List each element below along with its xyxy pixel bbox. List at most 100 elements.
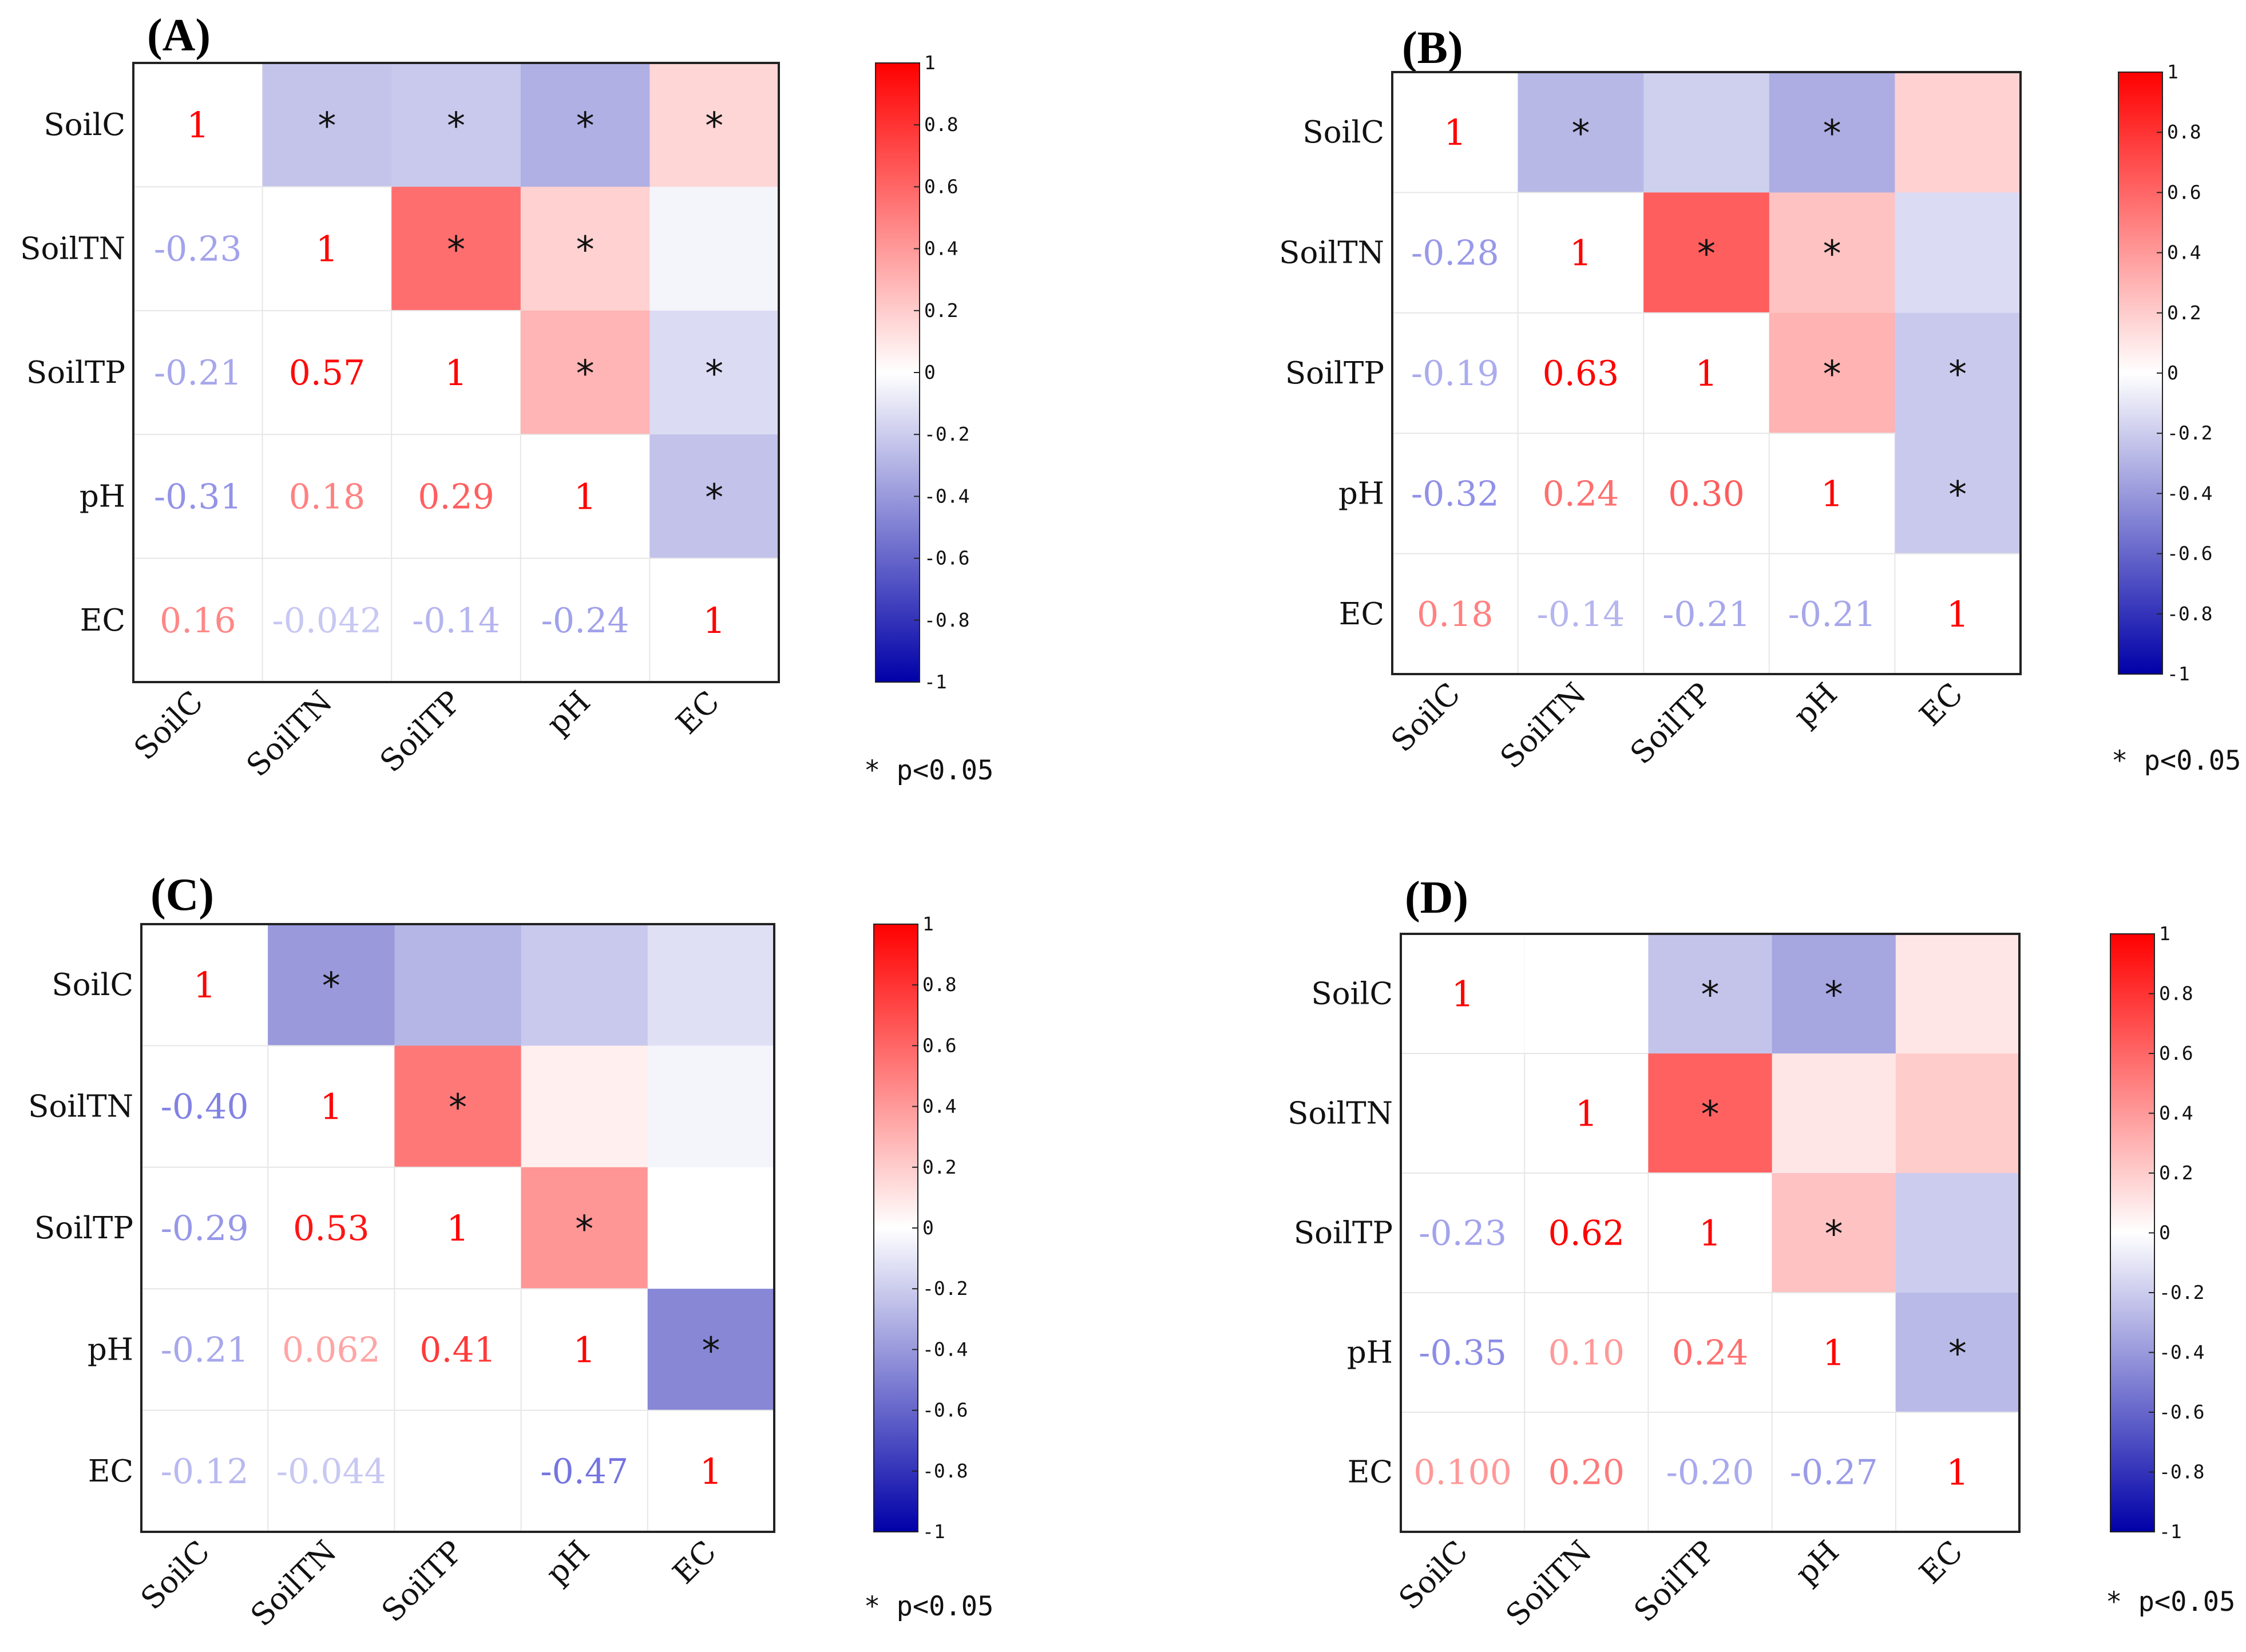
heatmap-frame (140, 923, 775, 1533)
correlation-value-label: -0.31 (154, 477, 242, 517)
correlation-value-label: -0.21 (1788, 595, 1876, 635)
colorbar-tick-label: -0.4 (2159, 1341, 2204, 1364)
heatmap-cell (647, 924, 775, 1046)
diagonal-value: 1 (1823, 1332, 1845, 1374)
heatmap-cell (520, 434, 651, 560)
colorbar-tick-label: -0.2 (2159, 1281, 2204, 1304)
column-label: SoilC (134, 1534, 217, 1617)
heatmap-cell (262, 434, 393, 560)
heatmap-cell (520, 1288, 649, 1412)
heatmap-cell (1771, 1292, 1897, 1413)
correlation-value-label: 0.10 (1548, 1333, 1625, 1373)
heatmap-cell (1392, 192, 1519, 314)
heatmap-frame (132, 62, 780, 683)
heatmap-cell (1769, 312, 1895, 434)
row-label: SoilTN (1288, 1096, 1393, 1131)
heatmap-cell (1895, 72, 2021, 193)
heatmap-cell (1895, 433, 2021, 554)
colorbar-tick-label: 0.2 (2159, 1162, 2193, 1184)
significance-star: * (445, 105, 468, 148)
diagonal-value: 1 (1451, 973, 1473, 1015)
colorbar-tick-label: 0.6 (2167, 181, 2201, 203)
significance-star: * (447, 1087, 469, 1130)
heatmap-cell (1517, 553, 1645, 675)
significance-star: * (1821, 354, 1843, 396)
correlation-value-label: 0.20 (1548, 1453, 1625, 1493)
heatmap-cell (133, 310, 264, 435)
heatmap-cell (1643, 192, 1770, 314)
diagonal-value: 1 (573, 1329, 595, 1370)
colorbar-tick-label: -1 (2167, 663, 2190, 685)
correlation-value-label: -0.21 (154, 353, 242, 393)
heatmap-panel-c: (C)****11-0.401-0.29 0.531-0.21 0.062 0.411… (28, 870, 993, 1633)
colorbar-tick-label: -0.2 (924, 423, 969, 445)
correlation-value-label: -0.47 (540, 1452, 628, 1492)
correlation-value-label: -0.042 (272, 601, 382, 641)
heatmap-cell (1392, 553, 1519, 675)
heatmap-cell (520, 1409, 649, 1533)
heatmap-cell (1771, 1412, 1897, 1533)
heatmap-cell (1769, 192, 1895, 314)
row-label: EC (1339, 597, 1384, 632)
significance-star: * (1947, 1333, 1969, 1376)
heatmap-cell (647, 1167, 775, 1289)
significance-star: * (1823, 1214, 1845, 1256)
significance-note: * p<0.05 (2112, 745, 2241, 777)
heatmap-cell (394, 1409, 522, 1533)
diagonal-value: 1 (1575, 1093, 1598, 1135)
correlation-value-label: -0.35 (1419, 1333, 1507, 1373)
row-label: SoilTN (20, 232, 125, 267)
correlation-value-label: -0.23 (154, 229, 242, 270)
heatmap-cell (1772, 1053, 1896, 1174)
heatmap-frame (1391, 71, 2022, 675)
correlation-value-label: 0.062 (282, 1330, 381, 1370)
heatmap-cell (647, 1409, 775, 1533)
heatmap-cell (1895, 192, 2021, 314)
column-label: SoilTN (240, 684, 339, 783)
heatmap-panel-a: (A)* * * ** ** **11-0.231-0.21 0.571-0.31 0.18 0… (20, 10, 993, 786)
diagonal-value: 1 (1821, 473, 1843, 514)
correlation-value-label: -0.28 (1411, 233, 1499, 274)
heatmap-cell (1400, 1172, 1526, 1294)
colorbar-tick-label: 0.8 (922, 973, 957, 996)
colorbar-tick-label: 0 (924, 361, 936, 383)
panel-label: (A) (147, 10, 211, 61)
correlation-value-label: -0.20 (1666, 1453, 1754, 1493)
correlation-value-label: -0.21 (161, 1330, 249, 1370)
heatmap-cell (1895, 312, 2021, 434)
column-label: pH (540, 1534, 597, 1591)
heatmap-cell (1647, 1292, 1773, 1413)
heatmap-cell (133, 62, 264, 188)
diagonal-value: 1 (446, 1207, 469, 1249)
row-label: SoilTP (1294, 1216, 1393, 1251)
column-label: SoilTP (1627, 1534, 1722, 1629)
significance-star: * (1696, 233, 1718, 276)
colorbar-tick-label: 1 (924, 51, 936, 74)
row-label: EC (1348, 1455, 1393, 1490)
heatmap-cell (1524, 1292, 1649, 1413)
significance-star: * (1821, 113, 1843, 155)
heatmap-cell (1518, 72, 1644, 193)
colorbar-tick-label: -0.4 (924, 485, 969, 507)
significance-star: * (1570, 113, 1592, 155)
heatmap-cell (1895, 1412, 2021, 1533)
colorbar-tick-label: 0.6 (922, 1034, 957, 1056)
row-label: SoilTP (1285, 356, 1384, 391)
significance-star: * (573, 1209, 596, 1251)
column-label: SoilTP (374, 684, 469, 779)
row-label: EC (80, 603, 125, 638)
heatmap-cell (268, 924, 395, 1046)
colorbar-tick-label: 0.8 (2159, 983, 2193, 1005)
correlation-value-label: 0.100 (1413, 1453, 1512, 1493)
heatmap-cell (391, 310, 522, 435)
correlation-value-label: -0.21 (1662, 595, 1750, 635)
significance-star: * (320, 965, 343, 1008)
diagonal-value: 1 (320, 1086, 342, 1128)
column-label: SoilC (1392, 1534, 1475, 1617)
column-label: SoilTP (375, 1534, 470, 1629)
significance-star: * (700, 1330, 722, 1372)
colorbar-tick-label: 0.4 (2167, 241, 2201, 264)
significance-note: * p<0.05 (2106, 1586, 2235, 1618)
correlation-value-label: -0.23 (1419, 1214, 1507, 1254)
correlation-value-label: -0.40 (161, 1087, 249, 1127)
